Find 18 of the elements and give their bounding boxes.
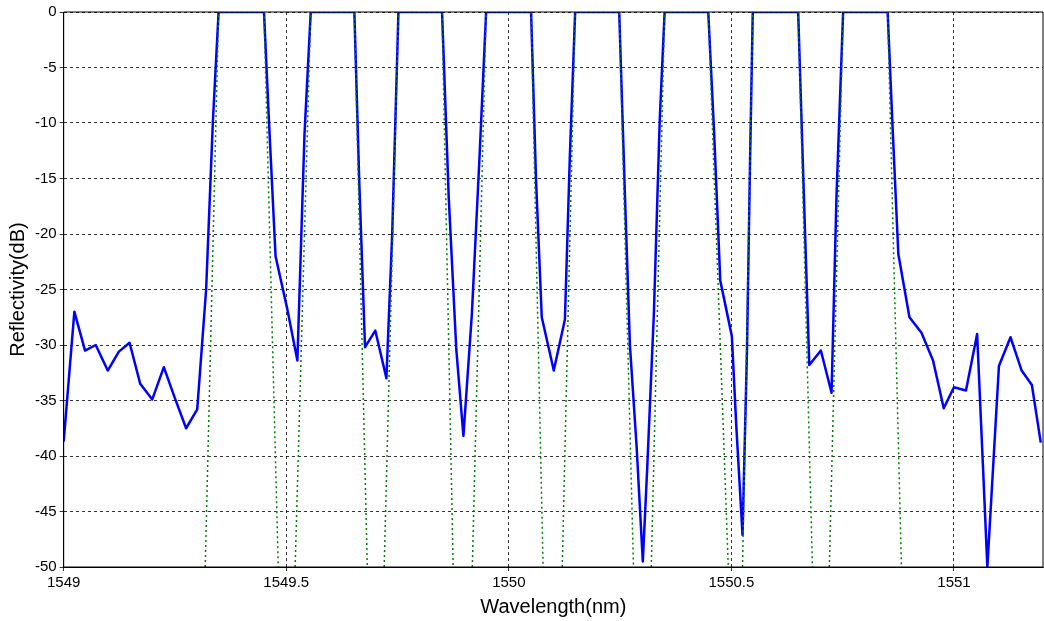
y-axis-title: Reflectivity(dB) <box>5 222 28 357</box>
y-tick-label: -30 <box>34 335 57 353</box>
y-tick-label: -45 <box>34 501 57 519</box>
y-tick-label: -25 <box>34 279 57 297</box>
y-tick-label: -10 <box>34 113 57 131</box>
y-tick-label: -50 <box>34 557 57 575</box>
y-tick-label: -5 <box>43 57 57 75</box>
y-tick-label: -40 <box>34 446 57 464</box>
y-tick-label: -15 <box>34 168 57 186</box>
x-tick-label: 1549 <box>46 573 81 591</box>
x-tick-label: 1551 <box>937 573 971 591</box>
x-tick-label: 1550 <box>492 573 526 591</box>
x-tick-label: 1550.5 <box>708 573 755 591</box>
y-tick-label: 0 <box>48 2 57 20</box>
x-tick-label: 1549.5 <box>263 573 310 591</box>
x-axis-title: Wavelength(nm) <box>480 594 627 617</box>
y-tick-label: -20 <box>34 224 57 242</box>
y-tick-label: -35 <box>34 390 57 408</box>
